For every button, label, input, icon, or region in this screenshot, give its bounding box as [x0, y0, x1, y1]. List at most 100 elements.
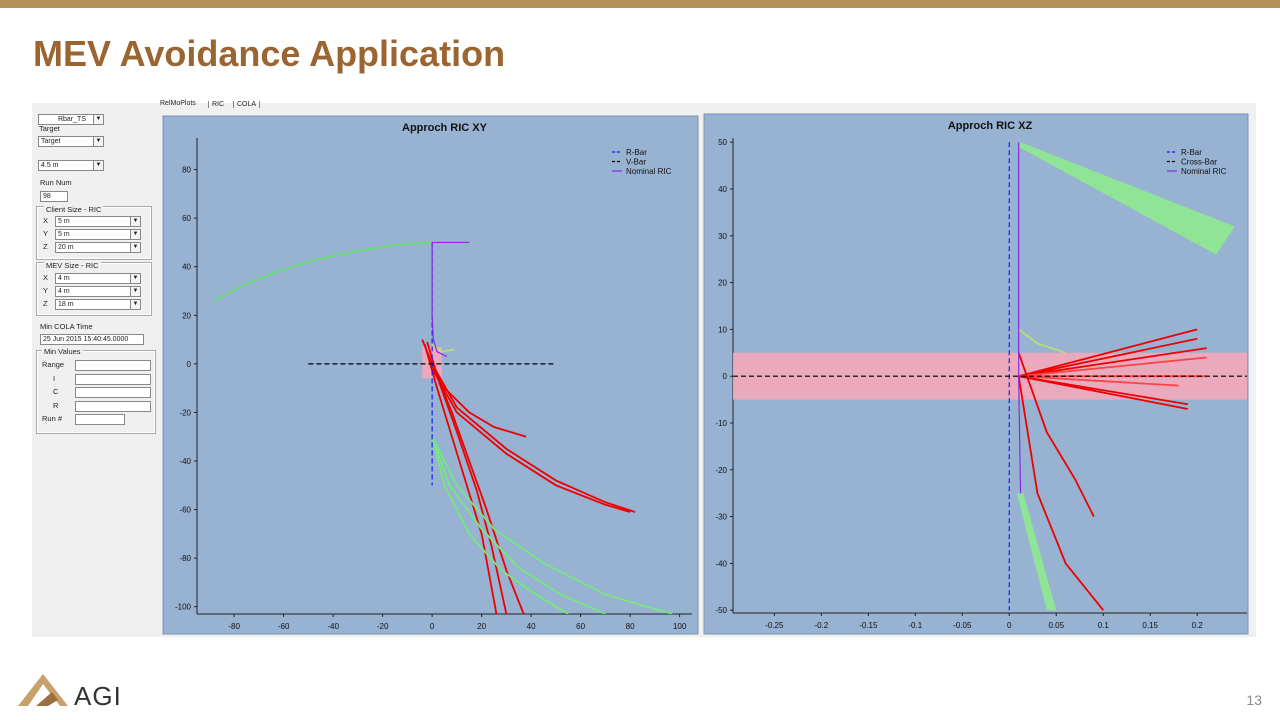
x-tick-label: 0 — [1007, 621, 1012, 630]
y-tick-label: 30 — [718, 232, 727, 241]
dropdown-value: 4.5 m — [41, 162, 59, 169]
trajectory — [431, 436, 569, 614]
y-tick-label: -40 — [179, 457, 191, 466]
chart-title: Approch RIC XY — [402, 122, 488, 134]
text-input[interactable]: 25 Jun 2015 15:40:45.0000 — [40, 334, 144, 345]
logo-mark — [18, 674, 68, 706]
y-tick-label: 50 — [718, 138, 727, 147]
fieldset-legend: Min Values — [42, 347, 83, 356]
axis-label: Y — [43, 286, 49, 295]
trajectory — [1018, 375, 1179, 387]
legend-label: V-Bar — [626, 158, 646, 167]
dropdown-value: Target — [41, 138, 61, 145]
x-tick-label: -80 — [228, 622, 240, 631]
x-tick-label: 0.05 — [1048, 621, 1064, 630]
fieldset-legend: Client Size - RIC — [44, 205, 104, 214]
x-tick-label: 0 — [430, 622, 435, 631]
text-input[interactable]: 98 — [40, 191, 68, 202]
label: Run Num — [40, 178, 72, 187]
text-input[interactable] — [75, 373, 151, 385]
x-tick-label: -0.1 — [908, 621, 922, 630]
axis-label: Z — [43, 299, 48, 308]
x-tick-label: 100 — [673, 622, 687, 631]
field-label: Range — [42, 360, 65, 369]
legend-label: Nominal RIC — [1181, 167, 1227, 176]
field-label: I — [53, 373, 56, 383]
dropdown[interactable]: Target ▼ — [38, 136, 104, 147]
trajectory — [1018, 328, 1066, 354]
axis-label: Y — [43, 229, 49, 238]
x-tick-label: 40 — [527, 622, 536, 631]
x-tick-label: 80 — [626, 622, 635, 631]
y-tick-label: -20 — [179, 408, 191, 417]
text-input[interactable] — [75, 414, 125, 426]
dropdown[interactable]: 4.5 m ▼ — [38, 160, 104, 171]
x-tick-label: -0.2 — [814, 621, 828, 630]
trajectory — [213, 241, 433, 302]
tab[interactable]: RelMoPlots — [160, 100, 196, 107]
y-tick-label: -80 — [179, 554, 191, 563]
y-tick-label: 20 — [182, 311, 191, 320]
trajectory — [1017, 352, 1095, 517]
label: Min COLA Time — [40, 322, 93, 331]
x-tick-label: -0.15 — [859, 621, 878, 630]
y-tick-label: 0 — [187, 360, 192, 369]
x-tick-label: -60 — [278, 622, 290, 631]
dropdown[interactable]: 5 m ▼ — [55, 229, 141, 240]
fieldset — [36, 350, 156, 434]
area — [1016, 493, 1057, 611]
text-input[interactable] — [75, 360, 151, 371]
dropdown-value: 20 m — [58, 244, 74, 251]
trajectory — [423, 344, 498, 614]
reference-line — [431, 241, 470, 358]
x-tick-label: -20 — [377, 622, 389, 631]
y-tick-label: 80 — [182, 166, 191, 175]
y-tick-label: -60 — [179, 506, 191, 515]
dropdown[interactable]: 4 m ▼ — [55, 273, 141, 284]
area — [1018, 142, 1235, 255]
reference-line — [1018, 142, 1022, 494]
trajectory — [1018, 375, 1188, 410]
text-input[interactable] — [75, 400, 151, 412]
dropdown[interactable]: 5 m ▼ — [55, 216, 141, 227]
plot-area — [213, 241, 673, 614]
x-tick-label: 0.15 — [1142, 621, 1158, 630]
tab[interactable]: RIC — [208, 101, 224, 108]
y-tick-label: -20 — [715, 466, 727, 475]
trajectory — [431, 363, 636, 513]
input-value: 98 — [43, 193, 51, 200]
dropdown-value: 5 m — [58, 218, 70, 225]
fieldset-legend: MEV Size - RIC — [44, 261, 101, 270]
y-tick-label: 40 — [718, 185, 727, 194]
y-tick-label: -30 — [715, 513, 727, 522]
trajectory — [1018, 337, 1198, 378]
legend-label: R-Bar — [626, 148, 647, 157]
axis-label: X — [43, 273, 49, 282]
dropdown-value: 4 m — [58, 288, 70, 295]
dropdown-value: 4 m — [58, 275, 70, 282]
page-number: 13 — [1246, 692, 1262, 708]
dropdown-value: 5 m — [58, 231, 70, 238]
y-tick-label: 20 — [718, 279, 727, 288]
x-tick-label: -0.25 — [765, 621, 784, 630]
field-label: Run # — [42, 414, 63, 424]
field-label: C — [53, 387, 59, 397]
text-input[interactable] — [75, 387, 151, 399]
y-tick-label: 0 — [723, 372, 728, 381]
dropdown[interactable]: 18 m ▼ — [55, 299, 141, 310]
x-tick-label: -40 — [327, 622, 339, 631]
dropdown[interactable]: 4 m ▼ — [55, 286, 141, 297]
slide-title: MEV Avoidance Application — [33, 33, 506, 74]
legend-label: Cross-Bar — [1181, 158, 1217, 167]
tab[interactable]: COLA — [233, 101, 261, 108]
y-tick-label: 40 — [182, 263, 191, 272]
dropdown-value: Rbar_TS — [57, 116, 86, 123]
trajectory — [431, 436, 606, 614]
trajectory — [431, 368, 631, 513]
dropdown[interactable]: Rbar_TS ▼ — [38, 114, 104, 125]
y-tick-label: 10 — [718, 325, 727, 334]
dropdown[interactable]: 20 m ▼ — [55, 242, 141, 253]
field-label: R — [53, 400, 59, 410]
